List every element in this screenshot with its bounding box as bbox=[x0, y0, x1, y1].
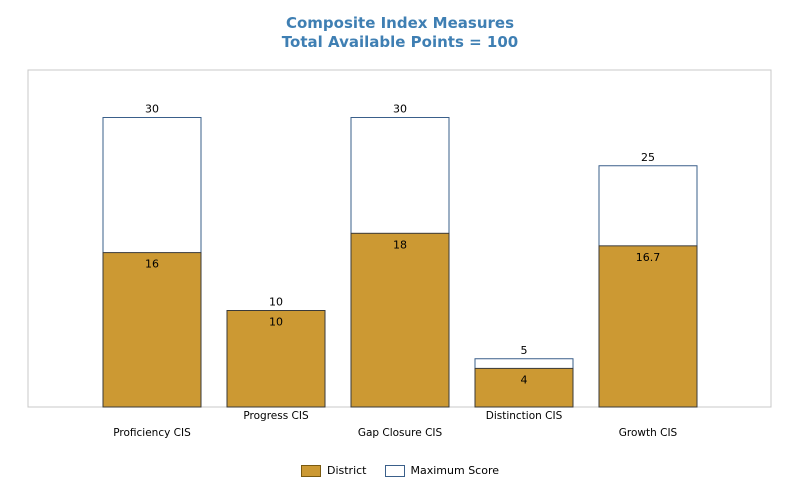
data-label-district-distinction-cis: 4 bbox=[521, 373, 528, 386]
x-tick-label-progress-cis: Progress CIS bbox=[243, 410, 309, 422]
data-label-maximum-progress-cis: 10 bbox=[269, 296, 283, 309]
x-tick-label-growth-cis: Growth CIS bbox=[619, 427, 678, 439]
legend-swatch-maximum-score bbox=[384, 464, 405, 477]
legend: District Maximum Score bbox=[0, 464, 800, 477]
data-label-maximum-proficiency-cis: 30 bbox=[145, 103, 159, 116]
chart-title: Composite Index Measures Total Available… bbox=[0, 14, 800, 52]
bar-district-growth-cis bbox=[598, 245, 698, 408]
data-label-district-progress-cis: 10 bbox=[269, 316, 283, 329]
x-tick-label-gap-closure-cis: Gap Closure CIS bbox=[358, 427, 443, 439]
bar-district-distinction-cis bbox=[474, 367, 574, 408]
bar-district-progress-cis bbox=[226, 310, 326, 408]
legend-label-district: District bbox=[326, 464, 367, 477]
legend-swatch-district bbox=[300, 464, 321, 477]
bar-district-proficiency-cis bbox=[102, 252, 202, 408]
data-label-district-growth-cis: 16.7 bbox=[636, 251, 661, 264]
bar-district-gap-closure-cis bbox=[350, 232, 450, 408]
legend-label-maximum-score: Maximum Score bbox=[410, 464, 500, 477]
data-label-district-gap-closure-cis: 18 bbox=[393, 238, 407, 251]
chart-title-line2: Total Available Points = 100 bbox=[281, 33, 519, 51]
chart-title-line1: Composite Index Measures bbox=[285, 14, 515, 32]
x-tick-label-proficiency-cis: Proficiency CIS bbox=[113, 427, 191, 439]
data-label-maximum-distinction-cis: 5 bbox=[521, 344, 528, 357]
legend-item-district: District bbox=[300, 464, 367, 477]
data-label-maximum-gap-closure-cis: 30 bbox=[393, 103, 407, 116]
data-label-maximum-growth-cis: 25 bbox=[641, 151, 655, 164]
x-tick-label-distinction-cis: Distinction CIS bbox=[486, 410, 563, 422]
legend-item-maximum-score: Maximum Score bbox=[384, 464, 500, 477]
data-label-district-proficiency-cis: 16 bbox=[145, 258, 159, 271]
